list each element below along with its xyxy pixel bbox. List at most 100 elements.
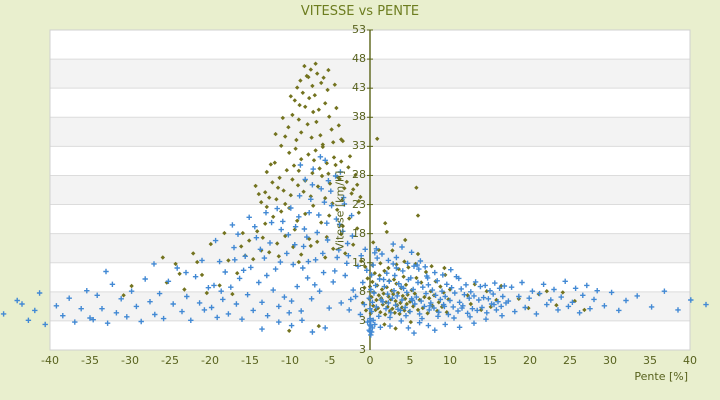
- data-point: [288, 322, 295, 329]
- data-point: [323, 195, 328, 201]
- data-point: [261, 255, 268, 261]
- data-point: [94, 292, 100, 298]
- data-point: [411, 263, 417, 269]
- data-point: [415, 251, 421, 257]
- data-point: [404, 301, 409, 307]
- data-point: [413, 294, 420, 300]
- data-point: [503, 300, 509, 306]
- data-point: [366, 327, 372, 333]
- data-point: [316, 107, 321, 112]
- data-point: [288, 193, 293, 198]
- data-point: [292, 227, 297, 232]
- data-point: [376, 313, 382, 319]
- data-point: [364, 267, 370, 273]
- data-point: [218, 288, 224, 294]
- data-point: [36, 290, 43, 296]
- data-point: [405, 325, 412, 331]
- data-point: [299, 252, 304, 257]
- data-point: [413, 261, 418, 267]
- data-point: [403, 296, 408, 301]
- data-point: [304, 275, 311, 281]
- data-point: [205, 285, 212, 291]
- data-point: [451, 315, 457, 321]
- data-point: [558, 294, 564, 300]
- data-point: [310, 83, 315, 89]
- data-point: [124, 314, 130, 320]
- data-point: [222, 269, 228, 275]
- data-point: [397, 311, 402, 317]
- data-point: [428, 300, 434, 306]
- data-point: [383, 221, 388, 226]
- data-point: [362, 246, 368, 252]
- data-point: [340, 197, 345, 203]
- data-point: [417, 258, 424, 264]
- x-tick-label: -15: [241, 354, 259, 367]
- data-point: [256, 191, 261, 197]
- data-point: [347, 216, 352, 221]
- data-point: [348, 296, 354, 303]
- data-point: [319, 173, 325, 179]
- data-point: [380, 299, 386, 305]
- data-point: [441, 290, 446, 295]
- x-tick-label: 20: [523, 354, 537, 367]
- data-point: [392, 272, 398, 279]
- data-point: [294, 137, 299, 143]
- data-point: [25, 317, 32, 323]
- data-point: [415, 279, 421, 286]
- data-point: [495, 299, 501, 305]
- data-point: [434, 278, 440, 284]
- data-point: [382, 322, 387, 327]
- data-point: [14, 297, 20, 304]
- data-point: [308, 243, 313, 249]
- data-point: [368, 286, 374, 293]
- data-point: [379, 251, 385, 257]
- data-point: [313, 61, 318, 66]
- data-point: [280, 115, 285, 121]
- data-point: [281, 188, 286, 193]
- data-point: [675, 307, 681, 313]
- data-point: [493, 307, 500, 313]
- data-point: [572, 298, 577, 304]
- data-point: [276, 254, 281, 259]
- data-point: [560, 290, 565, 295]
- data-point: [284, 168, 289, 173]
- data-point: [328, 203, 335, 209]
- data-point: [386, 265, 391, 271]
- data-point: [388, 297, 393, 302]
- data-point: [425, 311, 430, 316]
- data-point: [283, 134, 288, 139]
- data-point: [371, 303, 376, 308]
- data-point: [407, 308, 413, 315]
- data-point: [300, 243, 307, 250]
- x-tick-label: 35: [643, 354, 657, 367]
- data-point: [411, 304, 416, 309]
- data-point: [295, 218, 300, 223]
- data-point: [479, 304, 485, 311]
- data-point: [182, 287, 187, 292]
- data-point: [438, 284, 443, 289]
- data-point: [421, 303, 428, 310]
- data-point: [388, 310, 394, 316]
- data-point: [324, 237, 331, 243]
- x-tick-label: 25: [563, 354, 577, 367]
- data-point: [232, 257, 238, 263]
- data-point: [350, 287, 356, 293]
- data-point: [305, 122, 310, 127]
- data-point: [346, 165, 351, 170]
- data-point: [648, 304, 655, 310]
- data-point: [340, 194, 347, 201]
- data-point: [351, 187, 356, 192]
- data-point: [323, 255, 328, 260]
- data-point: [259, 326, 265, 332]
- data-point: [688, 297, 694, 303]
- data-point: [251, 257, 256, 262]
- data-point: [53, 303, 60, 309]
- data-point: [447, 297, 453, 304]
- data-point: [229, 222, 236, 228]
- data-point: [271, 214, 276, 219]
- data-point: [225, 311, 232, 317]
- data-point: [164, 280, 169, 285]
- data-point: [463, 282, 469, 288]
- data-point: [551, 286, 557, 293]
